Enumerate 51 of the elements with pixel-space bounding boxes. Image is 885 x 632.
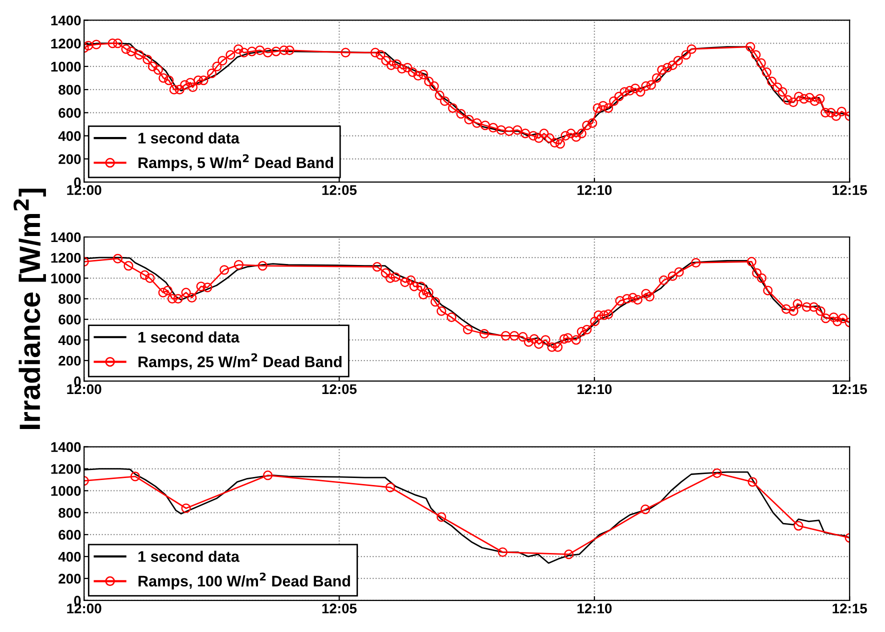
y-tick-label: 800	[58, 508, 81, 518]
y-tick-label: 600	[58, 108, 81, 118]
y-tick-label: 1200	[51, 252, 81, 263]
legend-label: 1 second data	[138, 331, 240, 343]
legend-label: 1 second data	[138, 132, 240, 144]
y-tick-label: 600	[58, 530, 81, 540]
x-tick-label: 12:00	[67, 604, 102, 614]
legend-label: Ramps, 25 W/m$^{2}$ Dead Band	[138, 353, 342, 370]
y-tick-label: 600	[58, 314, 81, 325]
x-tick-label: 12:15	[832, 185, 867, 195]
y-tick-label: 1400	[51, 16, 81, 26]
point	[263, 470, 273, 480]
y-axis-title: Irradiance [W/m$^{2}$]	[14, 188, 46, 430]
x-tick-label: 12:10	[578, 384, 612, 394]
point	[794, 521, 804, 531]
y-tick-label: 400	[58, 552, 81, 562]
y-tick-label: 1400	[51, 442, 81, 452]
point	[712, 468, 722, 478]
x-tick-label: 12:10	[578, 185, 612, 195]
x-tick-label: 12:05	[322, 185, 357, 195]
y-tick-label: 1200	[51, 38, 81, 49]
point	[385, 482, 396, 492]
y-tick-label: 400	[58, 335, 81, 346]
point	[498, 547, 508, 557]
y-tick-label: 1000	[51, 274, 81, 284]
x-tick-label: 12:10	[578, 604, 612, 614]
x-tick-label: 12:15	[832, 604, 867, 614]
y-tick-label: 200	[58, 356, 81, 366]
point	[130, 472, 140, 482]
y-tick-label: 200	[58, 574, 81, 584]
y-tick-label: 800	[58, 294, 81, 304]
y-tick-label: 1000	[51, 486, 81, 496]
y-tick-label: 1000	[51, 62, 81, 72]
point	[748, 477, 758, 487]
point	[181, 503, 191, 514]
x-tick-label: 12:00	[67, 384, 102, 394]
y-tick-label: 400	[58, 131, 81, 141]
point	[436, 512, 446, 522]
x-tick-label: 12:05	[322, 384, 357, 394]
x-tick-label: 12:00	[67, 185, 102, 195]
point	[564, 550, 574, 560]
y-tick-label: 1200	[51, 464, 81, 474]
point	[640, 504, 650, 514]
y-tick-label: 200	[58, 154, 81, 164]
legend-label: 1 second data	[138, 550, 240, 562]
legend-label: Ramps, 5 W/m$^{2}$ Dead Band	[138, 154, 334, 172]
x-tick-label: 12:05	[322, 604, 357, 614]
x-tick-label: 12:15	[832, 384, 867, 394]
legend-label: Ramps, 100 W/m$^{2}$ Dead Band	[138, 572, 350, 590]
y-tick-label: 800	[58, 84, 81, 95]
y-tick-label: 1400	[51, 232, 81, 242]
